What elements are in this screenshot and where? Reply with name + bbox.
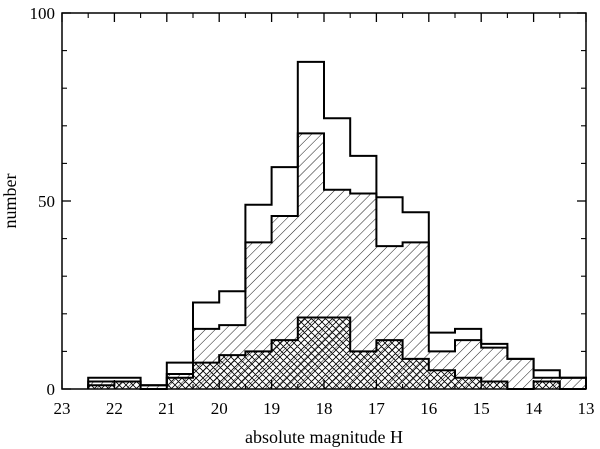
y-tick-label: 50 <box>38 192 55 211</box>
histogram-bar <box>507 358 534 389</box>
histogram-bar <box>428 370 455 389</box>
histogram-bar <box>88 385 115 389</box>
histogram-bar <box>455 377 482 389</box>
histogram-bar <box>376 340 403 389</box>
x-tick-label: 21 <box>158 399 175 418</box>
y-tick-label: 100 <box>30 4 56 23</box>
histogram-bar <box>271 340 298 389</box>
histogram-bar <box>402 358 429 389</box>
x-tick-label: 17 <box>368 399 386 418</box>
x-tick-label: 13 <box>578 399 595 418</box>
y-tick-label: 0 <box>47 380 56 399</box>
histogram-bar <box>219 355 246 389</box>
histogram-bar <box>166 377 193 389</box>
x-axis-label: absolute magnitude H <box>245 427 403 447</box>
histogram-bar <box>481 381 508 389</box>
histogram-bar <box>324 317 351 389</box>
x-tick-label: 22 <box>106 399 123 418</box>
histogram-bar <box>350 351 377 389</box>
histogram-bar <box>297 317 324 389</box>
x-tick-label: 18 <box>316 399 333 418</box>
x-tick-label: 15 <box>473 399 490 418</box>
x-tick-label: 19 <box>263 399 280 418</box>
x-tick-label: 14 <box>525 399 543 418</box>
histogram-bar <box>533 381 560 389</box>
histogram-outline <box>87 132 587 389</box>
x-tick-label: 23 <box>54 399 71 418</box>
histogram-bar <box>193 362 220 389</box>
series-3 <box>87 316 586 390</box>
histogram-series-layer <box>87 60 587 390</box>
histogram-bar <box>245 351 272 389</box>
x-tick-label: 16 <box>420 399 437 418</box>
histogram-bar <box>559 377 586 389</box>
y-axis-label: number <box>0 174 20 229</box>
histogram-bar <box>114 381 141 389</box>
histogram-bar <box>140 385 167 389</box>
x-tick-label: 20 <box>211 399 228 418</box>
axis-ticks: 23 22 21 20 19 18 17 16 15 14 13 0 50 100 <box>30 4 595 418</box>
